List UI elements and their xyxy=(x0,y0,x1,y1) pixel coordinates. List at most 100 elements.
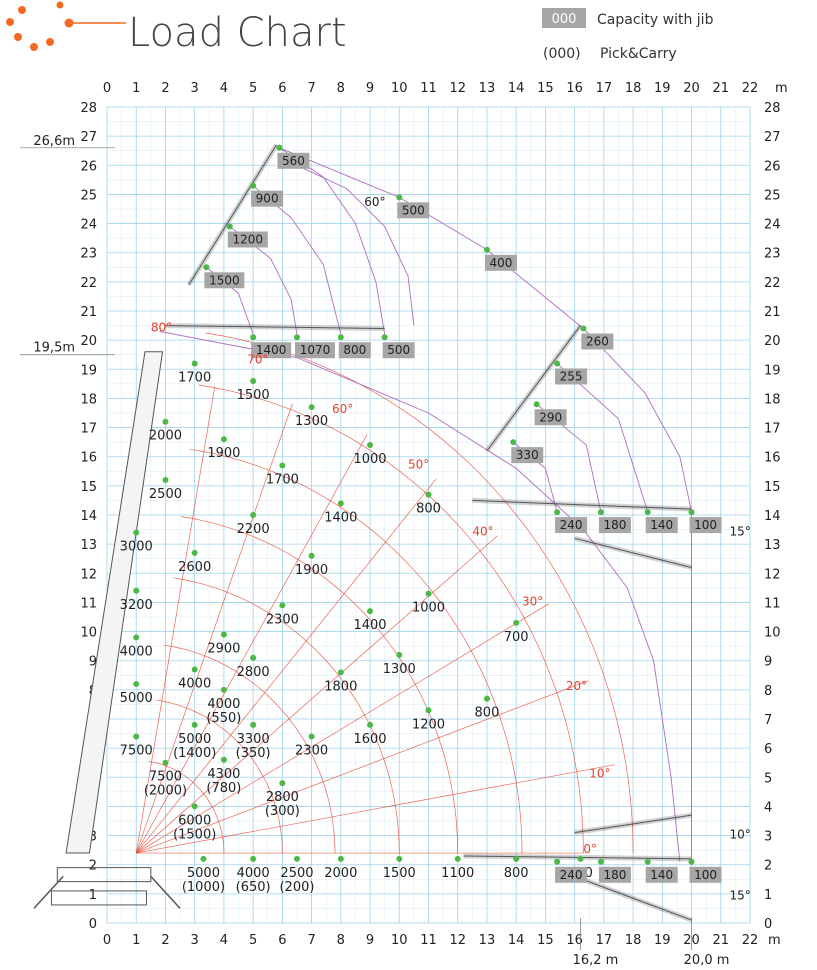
y-tick-left: 15 xyxy=(80,480,97,495)
jib-capacity-point xyxy=(533,401,540,408)
x-tick-top: 8 xyxy=(337,81,345,96)
capacity-label: 3200 xyxy=(120,598,153,613)
jib-capacity-label: 140 xyxy=(650,518,673,532)
capacity-point xyxy=(425,707,432,714)
jib-capacity-box xyxy=(294,342,335,359)
capacity-point xyxy=(133,529,140,536)
x-tick-bottom: 18 xyxy=(625,933,642,948)
capacity-point xyxy=(133,733,140,740)
capacity-label: 3000 xyxy=(120,539,153,554)
capacity-point xyxy=(337,855,344,862)
y-tick-right: 11 xyxy=(764,596,781,611)
y-tick-left: 16 xyxy=(80,451,97,466)
capacity-point xyxy=(133,634,140,641)
capacity-point xyxy=(396,855,403,862)
capacity-point xyxy=(220,756,227,763)
jib-radius-arc xyxy=(279,147,584,329)
jib-capacity-box xyxy=(382,342,415,359)
boom-angle-label: 40° xyxy=(472,524,493,538)
boom-angle-line xyxy=(135,535,498,854)
chart-title: Load Chart xyxy=(128,10,347,56)
jib-capacity-label: 800 xyxy=(343,343,366,357)
jib-angle-label: 15° xyxy=(730,889,751,903)
x-tick-top: 6 xyxy=(278,81,286,96)
pickcarry-label: (780) xyxy=(206,781,241,796)
pickcarry-label: (2000) xyxy=(144,784,187,799)
capacity-label: 2000 xyxy=(149,429,182,444)
jib-capacity-point xyxy=(597,858,604,865)
jib-capacity-point xyxy=(250,182,257,189)
pickcarry-label: (350) xyxy=(236,746,271,761)
x-tick-top: 1 xyxy=(132,81,140,96)
capacity-point xyxy=(220,436,227,443)
jib-capacity-label: 560 xyxy=(282,154,305,168)
jib-capacity-box xyxy=(227,231,268,248)
legend-swatch-pickcarry: (000) xyxy=(543,46,581,62)
y-tick-right: 7 xyxy=(764,713,772,728)
capacity-point xyxy=(396,651,403,658)
capacity-label: 5000 xyxy=(120,691,153,706)
capacity-label: 800 xyxy=(475,706,500,721)
y-tick-right: 14 xyxy=(764,509,781,524)
jib-drawing-edge xyxy=(463,855,692,860)
x-tick-bottom: 15 xyxy=(537,933,554,948)
jib-capacity-label: 240 xyxy=(560,868,583,882)
jib-capacity-box xyxy=(598,517,631,534)
y-tick-right: 25 xyxy=(764,188,781,203)
y-tick-left: 11 xyxy=(80,596,97,611)
jib-capacity-box xyxy=(645,866,678,883)
x-tick-top: 12 xyxy=(449,81,466,96)
y-tick-left: 1 xyxy=(89,888,97,903)
x-tick-bottom: 0 xyxy=(103,933,111,948)
capacity-point xyxy=(133,587,140,594)
capacity-point xyxy=(454,855,461,862)
jib-capacity-label: 100 xyxy=(694,868,717,882)
capacity-point xyxy=(133,681,140,688)
x-tick-bottom: 4 xyxy=(220,933,228,948)
height-marker: 26,6m xyxy=(33,134,75,149)
capacity-label: 1200 xyxy=(412,717,445,732)
jib-capacity-label: 180 xyxy=(603,518,626,532)
capacity-point xyxy=(293,855,300,862)
capacity-label: 1000 xyxy=(412,601,445,616)
boom-angle-label: 80° xyxy=(151,320,172,334)
jib-angle-label: 15° xyxy=(730,524,751,538)
boom-angle-label: 0° xyxy=(583,842,597,856)
y-tick-right: 23 xyxy=(764,247,781,262)
capacity-point xyxy=(279,462,286,469)
capacity-label: 2500 xyxy=(280,866,313,881)
x-tick-top: 7 xyxy=(307,81,315,96)
capacity-point xyxy=(279,602,286,609)
x-tick-bottom: 1 xyxy=(132,933,140,948)
capacity-point xyxy=(162,759,169,766)
capacity-label: 5000 xyxy=(178,732,211,747)
capacity-label: 2300 xyxy=(266,612,299,627)
capacity-label: 1800 xyxy=(324,679,357,694)
y-tick-left: 13 xyxy=(80,538,97,553)
jib-capacity-label: 330 xyxy=(516,448,539,462)
legend-swatch-jib xyxy=(542,8,586,28)
y-tick-left: 20 xyxy=(80,334,97,349)
jib-radius-arc xyxy=(296,164,415,326)
jib-capacity-point xyxy=(337,334,344,341)
boom-radius-arc xyxy=(198,384,584,854)
y-tick-right: 15 xyxy=(764,480,781,495)
capacity-label: 7500 xyxy=(120,743,153,758)
boom-radius-arc xyxy=(172,577,400,854)
y-tick-right: 3 xyxy=(764,830,772,845)
y-tick-right: 19 xyxy=(764,363,781,378)
x-tick-top: 22 xyxy=(742,81,759,96)
y-tick-right: 1 xyxy=(764,888,772,903)
y-tick-right: 16 xyxy=(764,451,781,466)
jib-capacity-label: 900 xyxy=(256,192,279,206)
capacity-label: 1400 xyxy=(353,618,386,633)
capacity-point xyxy=(425,590,432,597)
capacity-label: 4000 xyxy=(207,697,240,712)
x-tick-bottom: 10 xyxy=(391,933,408,948)
jib-drawing-edge xyxy=(574,814,692,834)
y-tick-left: 25 xyxy=(80,188,97,203)
y-tick-right: 13 xyxy=(764,538,781,553)
jib-capacity-box xyxy=(555,517,588,534)
y-tick-right: 27 xyxy=(764,130,781,145)
jib-capacity-box xyxy=(598,866,631,883)
